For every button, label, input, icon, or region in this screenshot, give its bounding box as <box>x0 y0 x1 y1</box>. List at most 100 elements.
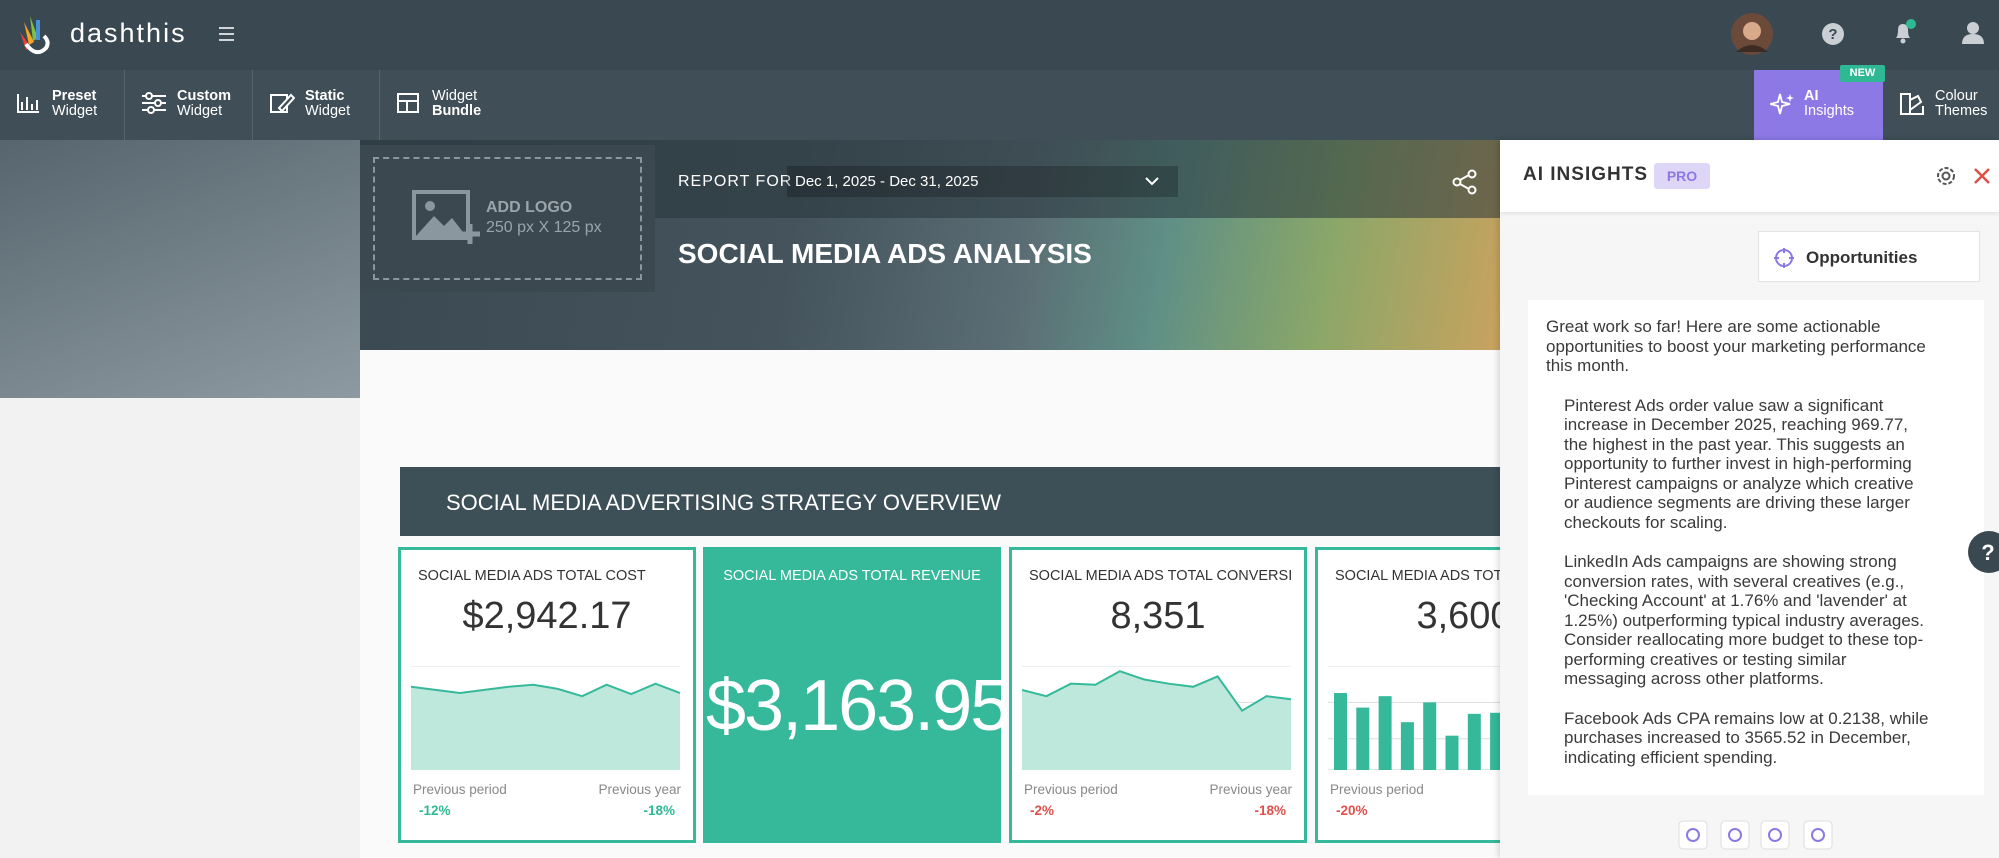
menu-button[interactable] <box>219 27 234 41</box>
toolbar <box>0 70 1999 140</box>
bar <box>1400 722 1414 770</box>
new-badge: NEW <box>1840 65 1885 82</box>
avatar[interactable] <box>1730 12 1774 56</box>
icon-frame <box>1678 820 1708 850</box>
help-widget[interactable]: ? <box>1968 531 1999 573</box>
label: Preset <box>52 88 97 104</box>
action-button[interactable] <box>1760 820 1790 850</box>
ai-panel-header: AI INSIGHTS PRO <box>1500 140 1999 212</box>
bar <box>1467 713 1481 770</box>
card-title: SOCIAL MEDIA ADS TOTAL CONVERSI <box>1029 568 1293 584</box>
comparison-value: -18% <box>1254 803 1286 818</box>
help-icon[interactable]: ? <box>1821 22 1845 46</box>
action-button[interactable] <box>1803 820 1833 850</box>
background <box>0 140 360 398</box>
bar <box>1490 712 1504 770</box>
bar <box>1356 707 1370 770</box>
comparison-value: -2% <box>1030 803 1055 818</box>
section-title: SOCIAL MEDIA ADVERTISING STRATEGY OVERVI… <box>446 490 1002 515</box>
icon <box>1811 828 1825 842</box>
icon-frame <box>1720 820 1750 850</box>
colour-themes-button[interactable]: Colour Themes <box>1883 70 1999 140</box>
chevron <box>1145 177 1159 186</box>
comparison-value: -18% <box>643 803 675 818</box>
action-button[interactable] <box>1678 820 1708 850</box>
action-button[interactable] <box>1720 820 1750 850</box>
report-title: SOCIAL MEDIA ADS ANALYSIS <box>678 238 1092 269</box>
sparkline <box>411 666 680 770</box>
tab-label: Opportunities <box>1806 248 1918 267</box>
label: Static <box>305 88 345 104</box>
image-icon <box>412 190 480 244</box>
add-logo-title: ADD LOGO <box>486 199 573 216</box>
label: Colour <box>1935 88 1978 104</box>
label: Themes <box>1935 103 1988 119</box>
date-range-dropdown[interactable]: Dec 1, 2025 - Dec 31, 2025 <box>787 166 1178 197</box>
card-value: $2,942.17 <box>462 595 632 637</box>
card-value: $3,163.95 <box>706 666 1010 746</box>
card-value: 8,351 <box>1110 595 1206 637</box>
opportunities-tab[interactable]: Opportunities <box>1758 231 1980 282</box>
svg-text:?: ? <box>1981 540 1994 565</box>
label: Custom <box>177 88 231 104</box>
label: Widget <box>177 103 223 119</box>
share-button[interactable] <box>1452 169 1478 195</box>
card-title: SOCIAL MEDIA ADS TOTAL REVENUE <box>723 568 981 584</box>
icon-frame <box>1803 820 1833 850</box>
bar <box>1334 693 1347 770</box>
pro-badge: PRO <box>1654 163 1710 189</box>
area <box>1022 671 1291 770</box>
comparison-label: Previous year <box>598 782 681 797</box>
label: Bundle <box>432 103 482 119</box>
settings-button[interactable] <box>1934 164 1958 188</box>
sparkline <box>1328 666 1597 770</box>
paragraph: Facebook Ads CPA remains low at 0.2138, … <box>1564 708 1929 767</box>
intro: Great work so far! Here are some actiona… <box>1546 317 1926 375</box>
bar <box>1445 735 1459 770</box>
icon <box>1774 248 1794 268</box>
report-for-label: REPORT FOR <box>678 173 793 190</box>
account-icon[interactable] <box>1961 21 1985 45</box>
add-logo-size: 250 px X 125 px <box>486 219 602 236</box>
card-title: SOCIAL MEDIA ADS TOT <box>1335 568 1503 584</box>
widget-bundle-button[interactable]: Widget Bundle <box>380 70 505 140</box>
icon <box>1728 828 1742 842</box>
logo-icon <box>20 16 50 55</box>
static-widget-button[interactable]: Static Widget <box>253 70 380 140</box>
kpi-card: SOCIAL MEDIA ADS TOTAL COST $2,942.17 Prev… <box>398 547 696 843</box>
brand: dashthis <box>70 18 187 48</box>
icon <box>1686 828 1700 842</box>
close-button[interactable] <box>1973 167 1991 185</box>
preset-widget-button[interactable]: Preset Widget <box>0 70 125 140</box>
card-value: 3,600 <box>1416 595 1512 637</box>
bar <box>1423 702 1437 770</box>
kpi-card: SOCIAL MEDIA ADS TOTAL CONVERSI 8,351 Prev… <box>1009 547 1307 843</box>
icon <box>270 93 295 113</box>
add-logo-button[interactable]: ADD LOGO 250 px X 125 px <box>373 157 642 280</box>
paragraph: Pinterest Ads order value saw a signific… <box>1564 395 1914 532</box>
label: Widget <box>52 103 98 119</box>
icon <box>1770 93 1794 115</box>
sparkline <box>1022 666 1291 770</box>
custom-widget-button[interactable]: Custom Widget <box>125 70 253 140</box>
comparison-label: Previous period <box>1024 782 1118 797</box>
logo-area <box>360 145 655 292</box>
icon <box>17 94 39 113</box>
kpi-card: SOCIAL MEDIA ADS TOTAL REVENUE $3,163.95 <box>703 547 1010 843</box>
line <box>411 682 680 698</box>
notifications-icon[interactable] <box>1891 18 1919 46</box>
top-bar: dashthis ? <box>0 0 1999 70</box>
comparison-value: -12% <box>419 803 451 818</box>
paragraph: LinkedIn Ads campaigns are showing stron… <box>1564 552 1925 688</box>
bar <box>1378 696 1392 770</box>
line <box>1022 670 1291 713</box>
comparison-label: Previous period <box>1330 782 1424 797</box>
area <box>411 683 680 770</box>
label: AI <box>1804 88 1819 104</box>
date-range: Dec 1, 2025 - Dec 31, 2025 <box>795 173 979 190</box>
icon <box>1900 93 1924 115</box>
comparison-value: -20% <box>1336 803 1368 818</box>
icon <box>1768 828 1782 842</box>
